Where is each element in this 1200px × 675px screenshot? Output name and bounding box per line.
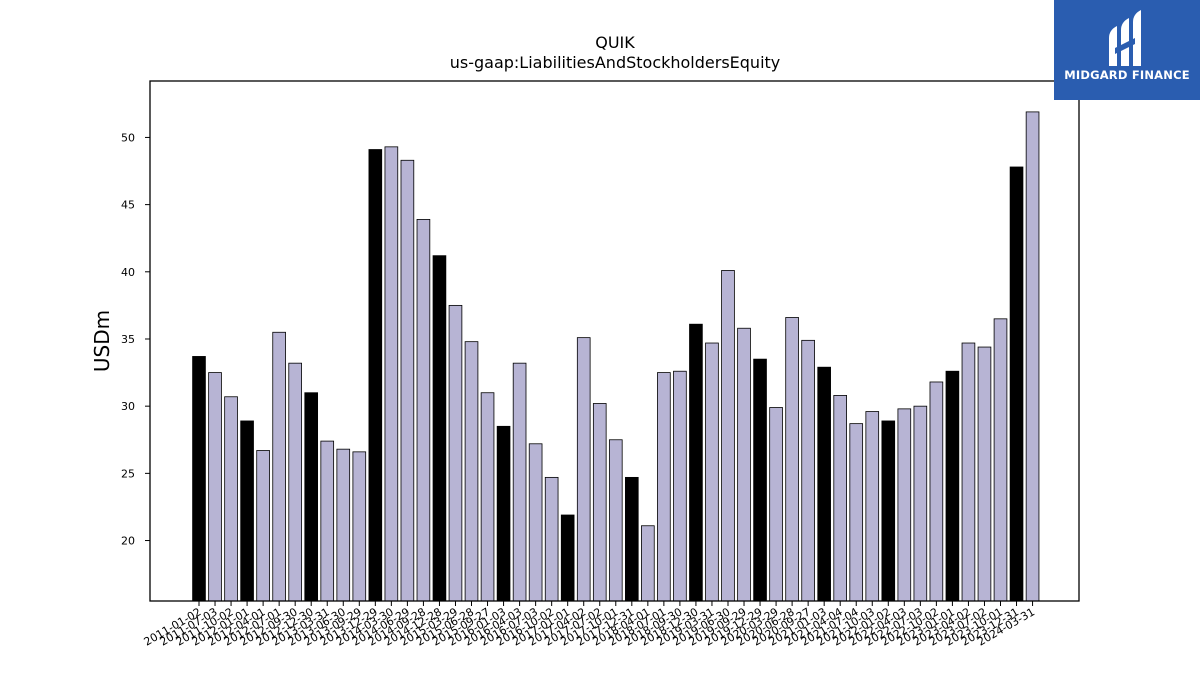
x-axis-ticks: 2011-01-022011-07-032011-10-022012-01-01… xyxy=(142,601,1037,649)
bar-2016-01-03 xyxy=(496,425,511,602)
bar-2018-07-01 xyxy=(657,372,671,602)
bar-2011-01-02 xyxy=(192,356,206,602)
bar-2023-12-31 xyxy=(1009,166,1024,602)
y-tick-label: 30 xyxy=(121,400,135,413)
bar-2012-01-01 xyxy=(240,420,254,602)
bar-2023-07-02 xyxy=(977,346,992,602)
bar-2024-03-31 xyxy=(1025,111,1040,602)
bar-2018-09-30 xyxy=(673,370,687,602)
y-axis-label: USDm xyxy=(90,310,114,372)
bar-2011-10-02 xyxy=(224,396,238,602)
bar-2016-10-02 xyxy=(544,476,559,602)
bar-2015-03-29 xyxy=(448,304,463,602)
bar-2017-07-02 xyxy=(592,403,607,602)
bar-2016-07-03 xyxy=(528,443,543,602)
y-axis-ticks: 20 25 30 35 40 45 50 xyxy=(121,131,150,548)
bar-2021-07-04 xyxy=(849,423,864,602)
bar-2018-04-01 xyxy=(641,525,655,602)
bar-2015-09-27 xyxy=(480,392,495,602)
bar-2014-03-30 xyxy=(384,146,399,602)
bar-2015-06-28 xyxy=(464,341,479,602)
bar-2019-12-29 xyxy=(753,358,767,602)
bar-2022-07-03 xyxy=(913,405,928,602)
y-tick-label: 50 xyxy=(121,131,135,144)
bar-2020-03-29 xyxy=(769,407,783,602)
y-tick-label: 40 xyxy=(121,266,135,279)
bar-2021-01-03 xyxy=(817,366,831,602)
bar-2022-04-03 xyxy=(897,408,912,602)
y-tick-label: 25 xyxy=(121,467,135,480)
midgard-finance-logo: MIDGARD FINANCE xyxy=(1054,0,1200,100)
bar-2019-03-31 xyxy=(705,342,719,602)
bar-2017-12-31 xyxy=(625,476,639,602)
bar-2013-03-31 xyxy=(320,440,335,602)
logo-mark-icon xyxy=(1109,10,1141,66)
bar-2019-09-29 xyxy=(737,327,751,602)
bar-2022-10-02 xyxy=(929,381,944,602)
bar-2011-07-03 xyxy=(208,372,222,602)
bar-2014-06-29 xyxy=(400,159,415,602)
bar-2013-09-29 xyxy=(352,451,367,602)
bar-2023-01-01 xyxy=(945,370,960,602)
bar-2021-04-04 xyxy=(833,395,847,602)
bar-2012-09-30 xyxy=(288,362,302,602)
bar-2012-12-30 xyxy=(304,392,319,602)
bar-2013-12-29 xyxy=(368,149,383,602)
bar-2017-10-01 xyxy=(608,439,623,602)
chart-title: QUIK xyxy=(595,33,635,52)
plot-area-frame xyxy=(149,80,1080,602)
y-tick-label: 45 xyxy=(121,199,135,212)
bar-2014-09-28 xyxy=(416,218,431,602)
bar-2012-04-01 xyxy=(256,450,270,602)
bar-2017-04-02 xyxy=(576,337,591,602)
bar-2023-04-02 xyxy=(961,342,976,602)
bar-2012-07-01 xyxy=(272,331,286,602)
bar-2020-06-28 xyxy=(785,317,799,602)
bar-2017-01-01 xyxy=(560,514,575,602)
bar-2021-10-03 xyxy=(865,411,880,602)
y-tick-label: 20 xyxy=(121,535,135,548)
y-tick-label: 35 xyxy=(121,333,135,346)
bar-2019-06-30 xyxy=(721,270,735,602)
logo-text: MIDGARD FINANCE xyxy=(1064,68,1190,82)
bar-2020-09-27 xyxy=(801,339,815,602)
bar-2022-01-02 xyxy=(881,420,896,602)
bars-group xyxy=(192,111,1040,602)
bar-2013-06-30 xyxy=(336,448,351,602)
bar-2023-10-01 xyxy=(993,318,1008,602)
bar-2018-12-30 xyxy=(689,323,703,602)
chart-subtitle: us-gaap:LiabilitiesAndStockholdersEquity xyxy=(450,53,781,72)
bar-2016-04-03 xyxy=(512,362,527,602)
bar-2014-12-28 xyxy=(432,255,447,602)
